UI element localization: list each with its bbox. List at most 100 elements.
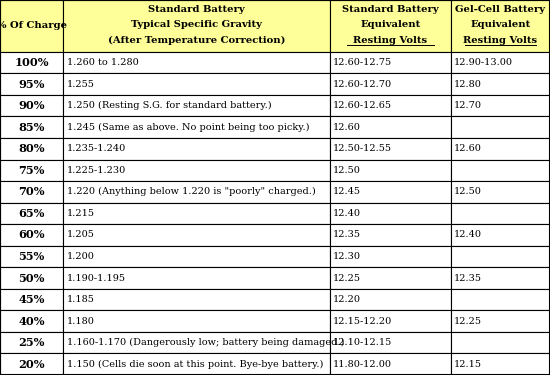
- Text: 45%: 45%: [19, 294, 45, 305]
- Bar: [63, 289, 330, 310]
- Text: 1.245 (Same as above. No point being too picky.): 1.245 (Same as above. No point being too…: [67, 123, 309, 132]
- Bar: [0, 332, 63, 354]
- Bar: [330, 52, 451, 73]
- Bar: [330, 95, 451, 116]
- Bar: [63, 354, 330, 375]
- Bar: [330, 354, 451, 375]
- Bar: [451, 246, 550, 267]
- Text: 75%: 75%: [19, 165, 45, 176]
- Text: 1.255: 1.255: [67, 80, 95, 88]
- Bar: [63, 159, 330, 181]
- Text: Equivalent: Equivalent: [470, 20, 531, 29]
- Text: 100%: 100%: [14, 57, 49, 68]
- Bar: [451, 267, 550, 289]
- Bar: [330, 289, 451, 310]
- Text: 12.20: 12.20: [333, 295, 361, 304]
- Text: 12.60: 12.60: [333, 123, 361, 132]
- Bar: [0, 289, 63, 310]
- Text: 1.205: 1.205: [67, 230, 95, 239]
- Text: 12.40: 12.40: [333, 209, 361, 218]
- Bar: [330, 224, 451, 246]
- Text: 12.50: 12.50: [333, 166, 361, 175]
- Bar: [451, 138, 550, 159]
- Bar: [330, 138, 451, 159]
- Text: 1.150 (Cells die soon at this point. Bye-bye battery.): 1.150 (Cells die soon at this point. Bye…: [67, 360, 323, 369]
- Bar: [0, 116, 63, 138]
- Bar: [330, 0, 451, 52]
- Bar: [0, 138, 63, 159]
- Bar: [451, 52, 550, 73]
- Bar: [330, 267, 451, 289]
- Text: 12.15-12.20: 12.15-12.20: [333, 316, 393, 326]
- Text: Resting Volts: Resting Volts: [354, 36, 427, 45]
- Bar: [0, 354, 63, 375]
- Bar: [451, 354, 550, 375]
- Bar: [0, 73, 63, 95]
- Bar: [0, 310, 63, 332]
- Text: 80%: 80%: [18, 143, 45, 154]
- Bar: [63, 267, 330, 289]
- Text: 1.260 to 1.280: 1.260 to 1.280: [67, 58, 138, 67]
- Bar: [451, 95, 550, 116]
- Text: 12.90-13.00: 12.90-13.00: [454, 58, 513, 67]
- Bar: [63, 52, 330, 73]
- Text: 1.190-1.195: 1.190-1.195: [67, 273, 125, 282]
- Bar: [63, 138, 330, 159]
- Bar: [63, 310, 330, 332]
- Text: 12.35: 12.35: [333, 230, 361, 239]
- Text: 40%: 40%: [18, 316, 45, 327]
- Text: 1.160-1.170 (Dangerously low; battery being damaged.): 1.160-1.170 (Dangerously low; battery be…: [67, 338, 344, 347]
- Text: 70%: 70%: [18, 186, 45, 197]
- Text: 12.25: 12.25: [454, 316, 482, 326]
- Bar: [0, 95, 63, 116]
- Text: 65%: 65%: [19, 208, 45, 219]
- Bar: [63, 332, 330, 354]
- Text: 12.15: 12.15: [454, 360, 482, 369]
- Text: 12.40: 12.40: [454, 230, 482, 239]
- Text: 12.80: 12.80: [454, 80, 482, 88]
- Text: 11.80-12.00: 11.80-12.00: [333, 360, 392, 369]
- Bar: [451, 159, 550, 181]
- Bar: [451, 224, 550, 246]
- Bar: [0, 181, 63, 203]
- Text: Standard Battery: Standard Battery: [148, 5, 245, 14]
- Text: 12.60-12.70: 12.60-12.70: [333, 80, 393, 88]
- Text: 12.60-12.65: 12.60-12.65: [333, 101, 392, 110]
- Bar: [451, 310, 550, 332]
- Bar: [63, 73, 330, 95]
- Text: 1.250 (Resting S.G. for standard battery.): 1.250 (Resting S.G. for standard battery…: [67, 101, 271, 110]
- Bar: [63, 181, 330, 203]
- Text: 60%: 60%: [18, 230, 45, 240]
- Bar: [0, 159, 63, 181]
- Bar: [0, 0, 63, 52]
- Bar: [330, 73, 451, 95]
- Text: 12.10-12.15: 12.10-12.15: [333, 338, 393, 347]
- Bar: [63, 0, 330, 52]
- Text: 1.200: 1.200: [67, 252, 95, 261]
- Bar: [451, 73, 550, 95]
- Bar: [0, 246, 63, 267]
- Text: 12.50-12.55: 12.50-12.55: [333, 144, 392, 153]
- Bar: [451, 116, 550, 138]
- Text: 1.225-1.230: 1.225-1.230: [67, 166, 126, 175]
- Bar: [451, 181, 550, 203]
- Text: 12.60: 12.60: [454, 144, 482, 153]
- Bar: [63, 246, 330, 267]
- Bar: [63, 202, 330, 224]
- Text: 90%: 90%: [18, 100, 45, 111]
- Text: Equivalent: Equivalent: [360, 20, 421, 29]
- Bar: [330, 332, 451, 354]
- Text: 1.185: 1.185: [67, 295, 95, 304]
- Text: 55%: 55%: [19, 251, 45, 262]
- Bar: [451, 202, 550, 224]
- Text: % Of Charge: % Of Charge: [0, 21, 67, 30]
- Bar: [63, 224, 330, 246]
- Text: 12.70: 12.70: [454, 101, 482, 110]
- Bar: [330, 181, 451, 203]
- Text: Gel-Cell Battery: Gel-Cell Battery: [455, 5, 546, 14]
- Text: (After Temperature Correction): (After Temperature Correction): [108, 36, 285, 45]
- Text: 50%: 50%: [19, 273, 45, 284]
- Bar: [0, 52, 63, 73]
- Text: Typical Specific Gravity: Typical Specific Gravity: [131, 20, 262, 29]
- Text: 1.180: 1.180: [67, 316, 95, 326]
